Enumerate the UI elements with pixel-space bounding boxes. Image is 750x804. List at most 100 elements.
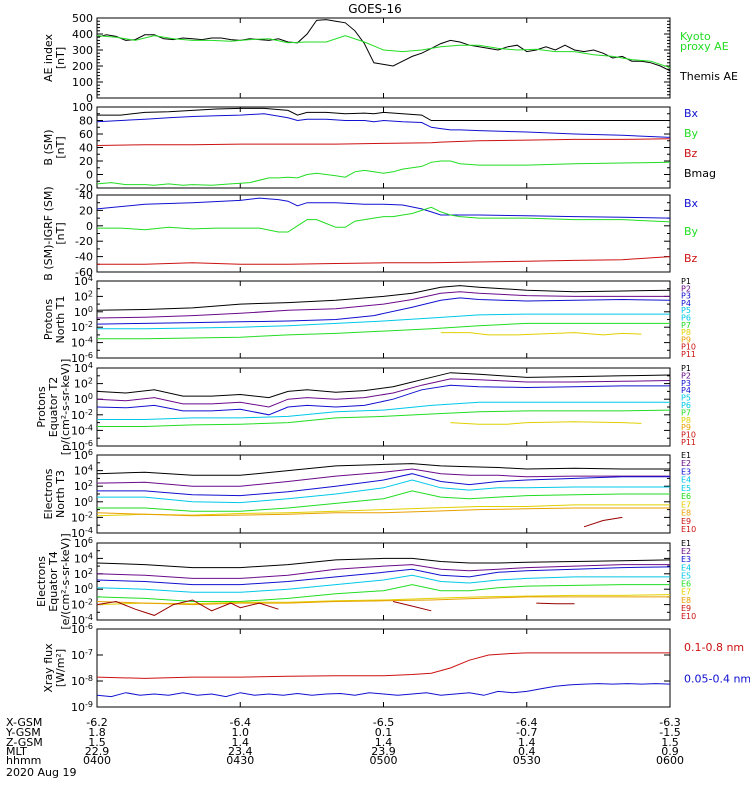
y-tick-label: 40 (79, 142, 93, 155)
ephemeris-value: 0530 (513, 754, 541, 767)
series-e6 (97, 584, 670, 602)
series-bz (97, 138, 670, 146)
y-tick-label: 102 (74, 479, 93, 493)
channel-label: P2 (681, 371, 691, 380)
channel-label: E3 (681, 467, 691, 476)
series-p5 (97, 401, 670, 420)
legend-label: By (684, 127, 699, 140)
y-tick-label: 10-6 (71, 351, 93, 365)
channel-label: E2 (681, 547, 691, 556)
series-0-05-0-4-nm (97, 683, 670, 698)
ephemeris-value: 1.4 (232, 736, 250, 749)
ephemeris-row-label: hhmm (6, 754, 41, 767)
series-bx (97, 113, 670, 138)
series-e4 (97, 479, 670, 504)
series-e8 (97, 507, 670, 517)
series-bz (97, 256, 670, 265)
series-bx (97, 197, 670, 219)
channel-label: E6 (681, 580, 691, 589)
series-e2 (97, 564, 670, 579)
y-tick-label: 102 (74, 377, 93, 391)
y-tick-label: 102 (74, 567, 93, 581)
channel-label: P7 (681, 321, 691, 330)
ephemeris-value: 22.9 (85, 745, 110, 758)
series-p3 (97, 384, 670, 416)
ephemeris-value: -6.5 (373, 716, 394, 729)
panel-xray: 10-9 10-8 10-7 10-6 Xray flux [W/m²] 0.1-0.8 n… (42, 622, 750, 714)
channel-label: E6 (681, 492, 691, 501)
legend-label: Bx (684, 197, 699, 210)
channel-label: P4 (681, 299, 691, 308)
channel-label: P9 (681, 335, 691, 344)
ephemeris-row-label: Z-GSM (6, 736, 43, 749)
series-e10 (583, 516, 623, 528)
y-tick-label: 106 (74, 536, 93, 550)
ephemeris-value: 0400 (83, 754, 111, 767)
chart-title: GOES-16 (348, 2, 402, 16)
y-tick-label: 10-9 (71, 700, 93, 714)
y-tick-label: 10-2 (71, 408, 93, 422)
ephemeris-axis: X-GSMY-GSMZ-GSMMLThhmm-6.21.81.522.90400… (5, 716, 684, 779)
channel-label: E4 (681, 476, 691, 485)
y-tick-label: -20 (75, 182, 93, 195)
panel-frame (96, 106, 671, 189)
legend-label: Bz (684, 147, 698, 160)
panel-bigrf: -60 -40 -20 0 20 40 B (SM)-IGRF (SM) [nT] Bx By Bz (42, 186, 699, 280)
ephemeris-value: 1.5 (661, 736, 679, 749)
channel-label: P1 (681, 277, 691, 286)
ephemeris-value: 0500 (370, 754, 398, 767)
channel-label: E10 (681, 525, 696, 534)
y-axis-label: Protons (35, 386, 48, 427)
y-axis-label: Equator T2 (47, 377, 60, 437)
y-axis-label: [nT] (54, 222, 67, 244)
ephemeris-value: -6.4 (230, 716, 251, 729)
channel-label: E8 (681, 596, 691, 605)
channel-label: E1 (681, 451, 691, 460)
channel-label: P6 (681, 314, 691, 323)
y-axis-label: Protons (42, 299, 55, 340)
channel-label: P9 (681, 423, 691, 432)
y-axis-label: [nT] (54, 47, 67, 69)
y-tick-label: 104 (74, 361, 93, 375)
channel-label: E4 (681, 563, 691, 572)
y-tick-label: -20 (75, 235, 93, 248)
series-p6 (97, 409, 670, 427)
series-kyoto-proxy-ae (97, 35, 670, 69)
y-axis-label: [p/(cm²-s-sr-keV)] (59, 359, 72, 456)
y-axis-label: B (SM)-IGRF (SM) (42, 186, 55, 280)
series-by (97, 160, 670, 186)
channel-label: E2 (681, 459, 691, 468)
legend-label: Kyoto (680, 30, 711, 43)
panel-frame (96, 367, 671, 447)
ephemeris-value: 1.4 (375, 736, 393, 749)
channel-label: E9 (681, 517, 691, 526)
legend-label: Bmag (684, 167, 716, 180)
series-p7 (450, 421, 642, 425)
y-tick-label: -40 (75, 251, 93, 264)
channel-label: P5 (681, 394, 691, 403)
series-p2 (97, 378, 670, 408)
legend-label: 0.05-0.4 nm (684, 672, 750, 685)
ephemeris-value: 1.0 (232, 726, 250, 739)
channel-label: E7 (681, 588, 691, 597)
ephemeris-row-label: Y-GSM (5, 726, 41, 739)
ephemeris-value: -6.4 (516, 716, 537, 729)
series-p7 (440, 332, 642, 336)
y-tick-label: 200 (72, 60, 93, 73)
series-p5 (97, 313, 670, 330)
panel-frame (96, 542, 671, 621)
y-tick-label: 20 (79, 155, 93, 168)
channel-label: P5 (681, 306, 691, 315)
y-tick-label: 300 (72, 44, 93, 57)
y-tick-label: 100 (72, 101, 93, 114)
panel-frame (96, 280, 671, 359)
ephemeris-value: 0430 (226, 754, 254, 767)
y-tick-label: 0 (86, 169, 93, 182)
ephemeris-value: 23.9 (371, 745, 396, 758)
channel-label: P8 (681, 416, 691, 425)
y-tick-label: 100 (74, 495, 93, 509)
